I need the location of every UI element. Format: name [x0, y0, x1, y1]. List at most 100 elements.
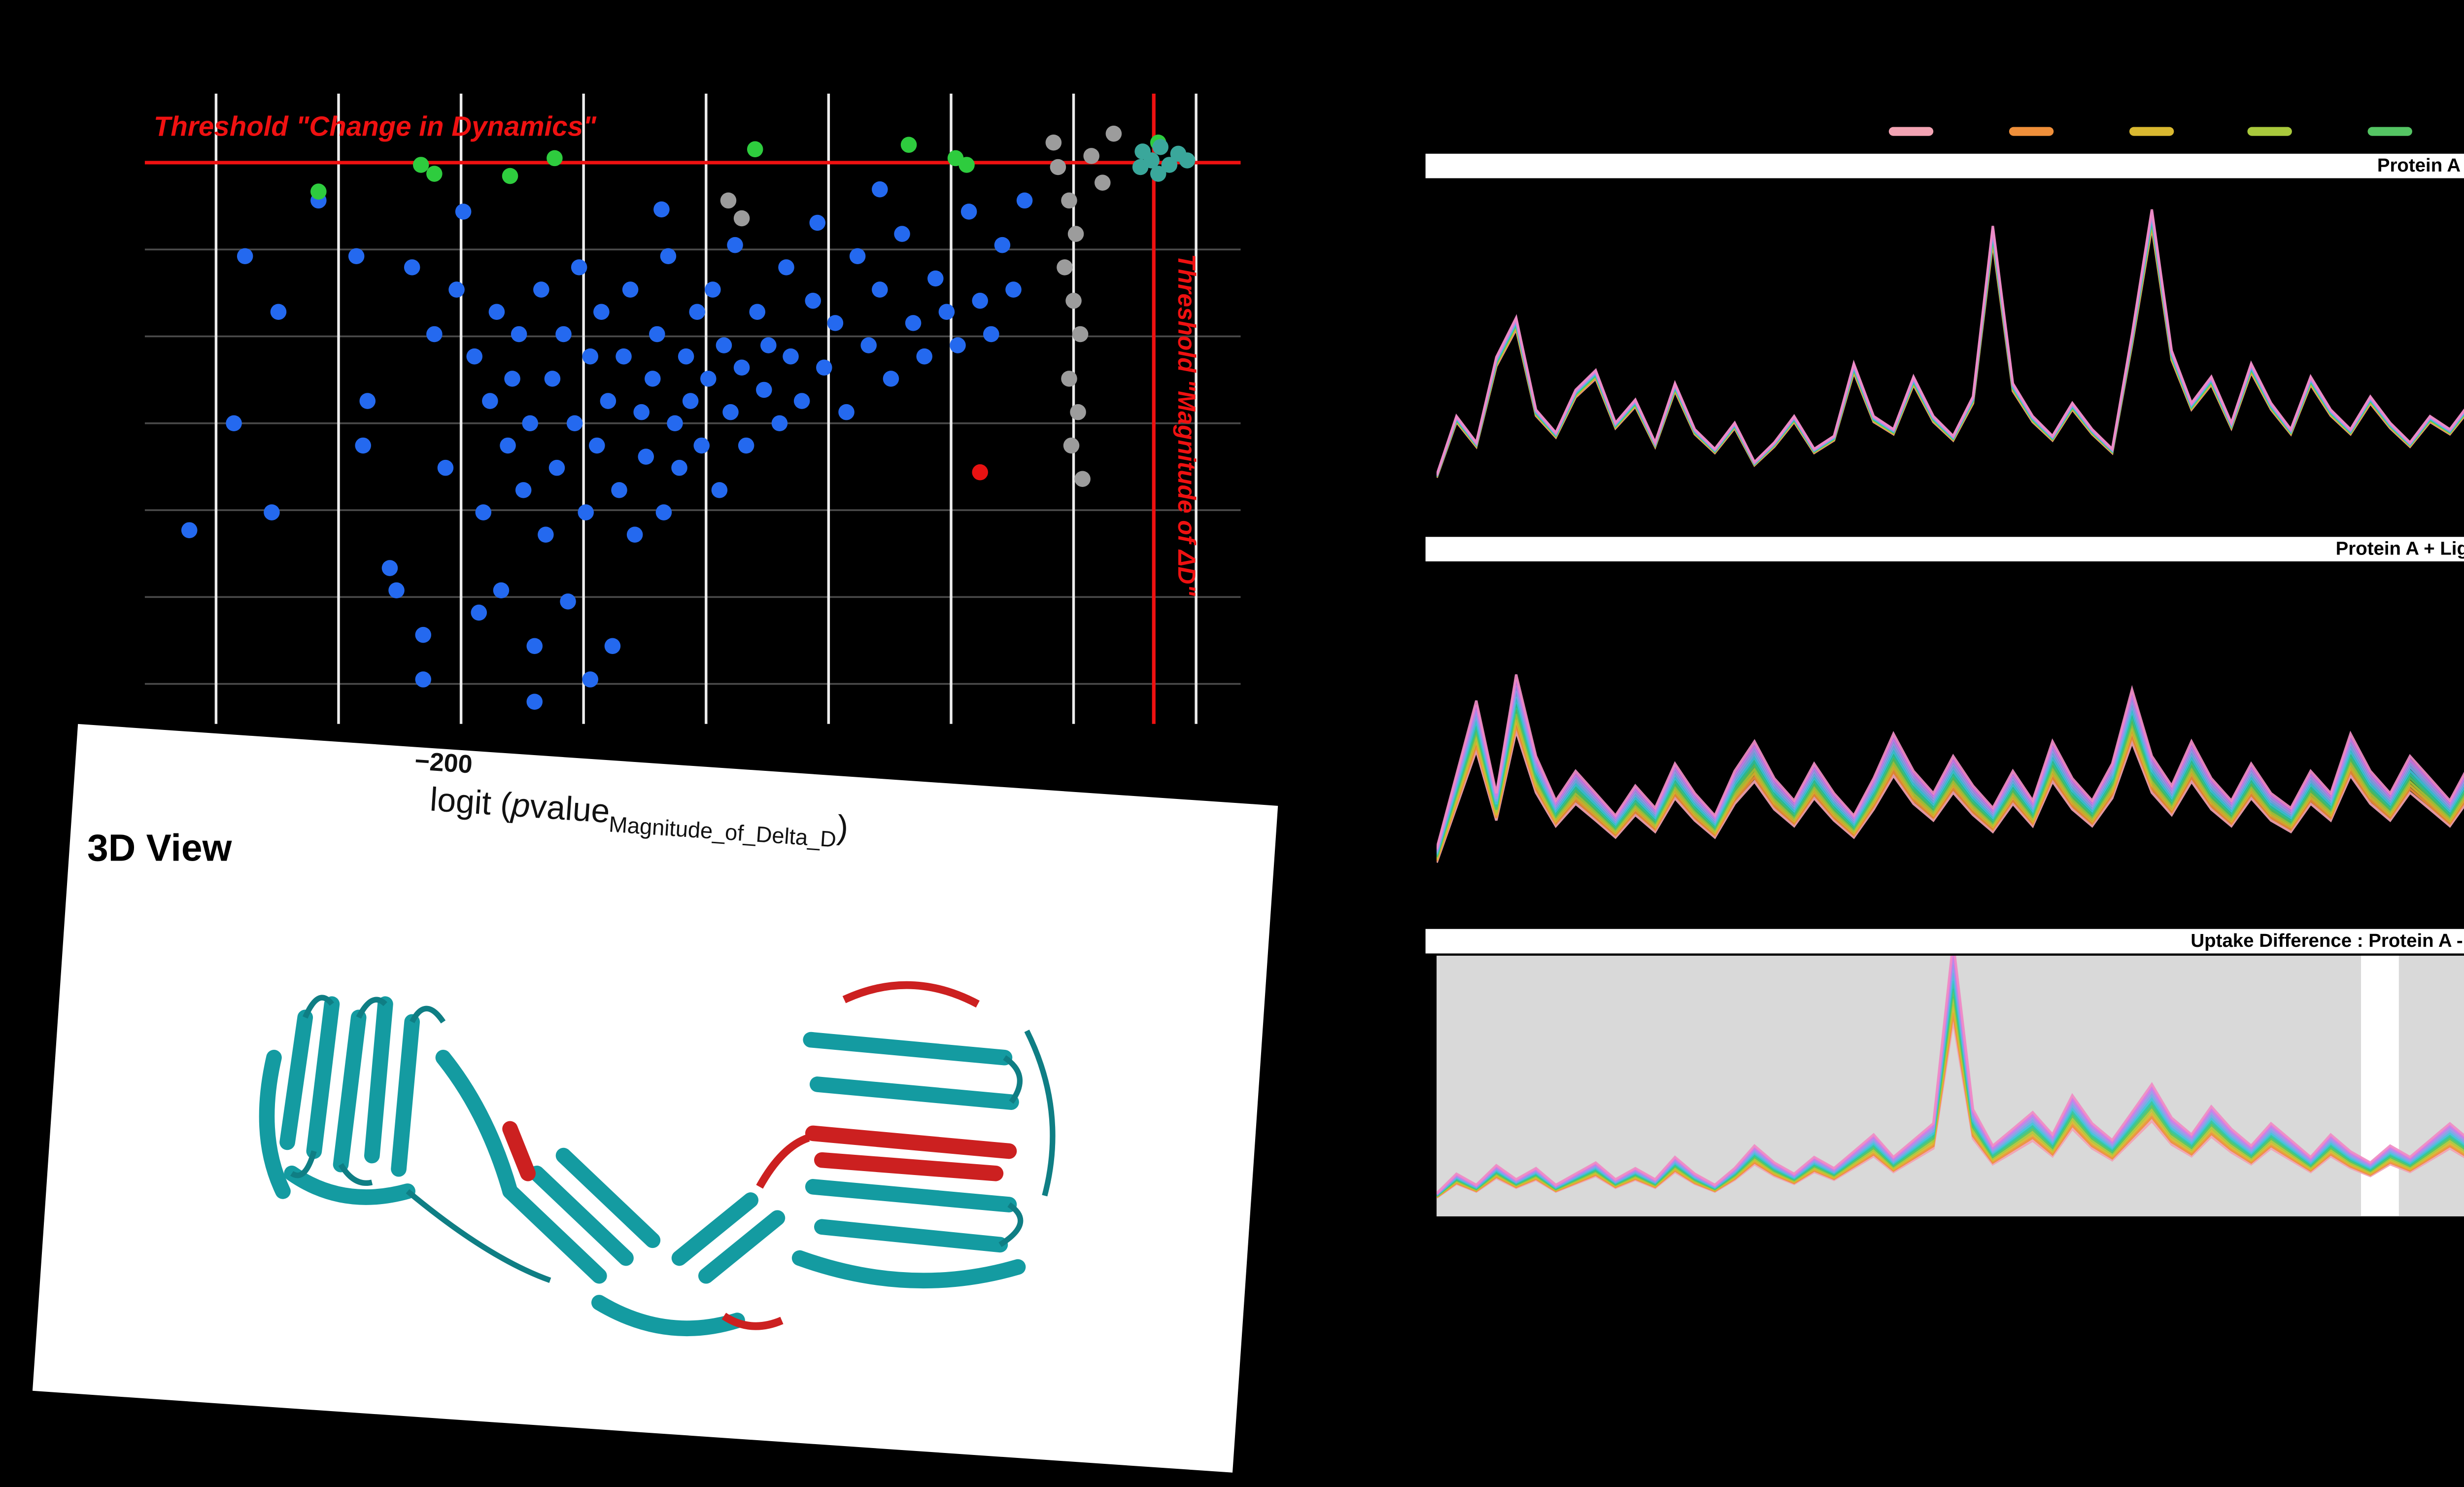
uptake_difference-series-line[interactable] [1437, 972, 2464, 1196]
protein_a-series-line[interactable] [1437, 225, 2464, 478]
volcano-point-not_significant[interactable] [381, 560, 398, 576]
volcano-point-not_significant[interactable] [689, 304, 705, 320]
volcano-plot[interactable]: Threshold "Change in Dynamics" Threshold… [144, 93, 1241, 724]
volcano-point-not_significant[interactable] [589, 437, 605, 454]
uptake_difference-series-line[interactable] [1437, 955, 2464, 1195]
volcano-point-not_significant[interactable] [793, 393, 810, 409]
volcano-point-not_significant[interactable] [682, 393, 699, 409]
protein_a_ligand-series-line[interactable] [1437, 577, 2464, 855]
protein-a-uptake-chart[interactable] [1437, 183, 2464, 524]
volcano-point-not_significant[interactable] [749, 304, 766, 320]
volcano-point-reference[interactable] [1095, 174, 1111, 191]
volcano-point-not_significant[interactable] [838, 404, 855, 420]
uptake-difference-chart[interactable] [1437, 955, 2464, 1216]
volcano-point-not_significant[interactable] [511, 326, 527, 343]
volcano-point-not_significant[interactable] [994, 237, 1011, 253]
volcano-point-not_significant[interactable] [500, 437, 516, 454]
volcano-point-not_significant[interactable] [544, 371, 561, 387]
volcano-point-not_significant[interactable] [604, 638, 621, 655]
volcano-point-not_significant[interactable] [388, 582, 405, 599]
volcano-point-not_significant[interactable] [237, 248, 253, 265]
volcano-point-not_significant[interactable] [872, 281, 888, 298]
volcano-point-not_significant[interactable] [653, 201, 670, 218]
protein_a-series-line[interactable] [1437, 207, 2464, 476]
volcano-point-not_significant[interactable] [616, 348, 632, 365]
volcano-point-not_significant[interactable] [578, 504, 594, 520]
volcano-point-not_significant[interactable] [883, 371, 899, 387]
volcano-point-not_significant[interactable] [437, 459, 454, 476]
volcano-point-not_significant[interactable] [722, 404, 739, 420]
protein_a_ligand-series-line[interactable] [1437, 623, 2464, 859]
volcano-point-reference[interactable] [1045, 134, 1062, 151]
volcano-point-not_significant[interactable] [711, 482, 728, 498]
protein_a_ligand-series-line[interactable] [1437, 608, 2464, 858]
volcano-point-reference[interactable] [1063, 437, 1080, 454]
protein_a_ligand-series-line[interactable] [1437, 566, 2464, 851]
volcano-point-not_significant[interactable] [526, 693, 543, 710]
volcano-point-not_significant[interactable] [600, 393, 616, 409]
volcano-point-cluster_top_right[interactable] [1150, 166, 1166, 182]
legend-swatch[interactable] [2008, 127, 2053, 136]
volcano-point-not_significant[interactable] [678, 348, 694, 365]
volcano-point-reference[interactable] [1072, 326, 1089, 343]
protein-a-ligand-uptake-chart[interactable] [1437, 566, 2464, 913]
volcano-point-not_significant[interactable] [270, 304, 287, 320]
volcano-point-not_significant[interactable] [905, 315, 922, 331]
volcano-point-significant_dynamics[interactable] [747, 141, 763, 158]
volcano-point-not_significant[interactable] [181, 522, 198, 538]
volcano-point-not_significant[interactable] [475, 504, 492, 520]
volcano-point-not_significant[interactable] [660, 248, 677, 265]
volcano-point-not_significant[interactable] [738, 437, 754, 454]
volcano-point-not_significant[interactable] [700, 371, 717, 387]
protein_a_ligand-series-line[interactable] [1437, 670, 2464, 863]
volcano-point-not_significant[interactable] [355, 437, 371, 454]
volcano-point-not_significant[interactable] [471, 604, 487, 621]
volcano-point-not_significant[interactable] [348, 248, 365, 265]
volcano-point-not_significant[interactable] [493, 582, 510, 599]
volcano-point-not_significant[interactable] [226, 415, 242, 432]
volcano-point-reference[interactable] [1057, 259, 1073, 276]
volcano-point-not_significant[interactable] [448, 281, 465, 298]
volcano-point-not_significant[interactable] [571, 259, 587, 276]
volcano-point-reference[interactable] [720, 192, 737, 209]
volcano-plot-area[interactable] [144, 93, 1241, 724]
volcano-point-not_significant[interactable] [805, 292, 821, 309]
volcano-point-significant_dynamics[interactable] [412, 157, 429, 173]
protein_a_ligand-series-line[interactable] [1437, 655, 2464, 862]
volcano-point-not_significant[interactable] [515, 482, 532, 498]
volcano-point-not_significant[interactable] [626, 526, 643, 543]
protein_a_ligand-series-line[interactable] [1437, 639, 2464, 860]
protein_a_ligand-series-line[interactable] [1437, 566, 2464, 854]
protein_a-series-line[interactable] [1437, 227, 2464, 478]
legend-swatch[interactable] [1888, 127, 1934, 136]
volcano-point-not_significant[interactable] [727, 237, 743, 253]
volcano-point-not_significant[interactable] [827, 315, 844, 331]
volcano-point-not_significant[interactable] [809, 214, 826, 231]
volcano-point-not_significant[interactable] [548, 459, 565, 476]
volcano-point-significant_dynamics[interactable] [502, 168, 518, 184]
volcano-point-reference[interactable] [1065, 292, 1082, 309]
volcano-point-not_significant[interactable] [466, 348, 482, 365]
volcano-point-not_significant[interactable] [638, 449, 654, 465]
volcano-point-significant_dynamics[interactable] [310, 183, 327, 200]
protein_a_ligand-series-line[interactable] [1437, 566, 2464, 849]
volcano-point-not_significant[interactable] [526, 638, 543, 655]
volcano-point-significant_dynamics[interactable] [547, 150, 563, 167]
volcano-point-not_significant[interactable] [538, 526, 554, 543]
uptake_difference-series-line[interactable] [1437, 1012, 2464, 1198]
volcano-point-reference[interactable] [1061, 371, 1077, 387]
volcano-point-not_significant[interactable] [960, 204, 977, 220]
volcano-point-reference[interactable] [1050, 159, 1066, 175]
volcano-point-not_significant[interactable] [533, 281, 549, 298]
volcano-point-reference[interactable] [1061, 192, 1077, 209]
protein_a_ligand-series-line[interactable] [1437, 566, 2464, 852]
volcano-point-not_significant[interactable] [504, 371, 520, 387]
volcano-point-not_significant[interactable] [415, 626, 432, 643]
volcano-point-not_significant[interactable] [633, 404, 650, 420]
volcano-point-not_significant[interactable] [264, 504, 280, 520]
volcano-point-not_significant[interactable] [938, 304, 955, 320]
volcano-point-not_significant[interactable] [671, 459, 687, 476]
legend-swatch[interactable] [2368, 127, 2413, 136]
volcano-point-not_significant[interactable] [849, 248, 866, 265]
uptake_difference-series-line[interactable] [1437, 955, 2464, 1195]
